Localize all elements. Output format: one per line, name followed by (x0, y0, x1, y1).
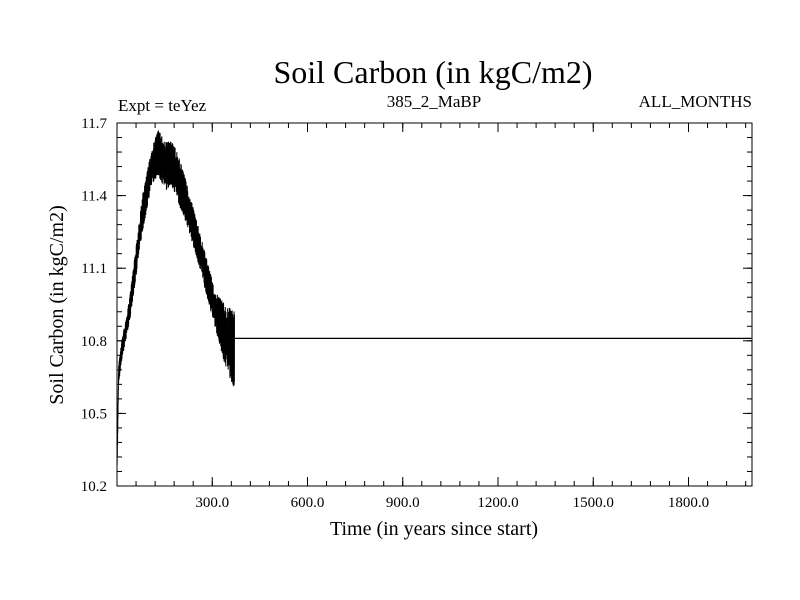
y-tick-label: 11.4 (81, 189, 107, 205)
data-series (116, 130, 752, 466)
x-tick-label: 900.0 (386, 495, 420, 511)
x-tick-label: 1200.0 (477, 495, 518, 511)
plot-frame (116, 122, 753, 487)
y-tick-label: 10.5 (81, 406, 107, 422)
series-line-oscillating (116, 130, 235, 466)
y-axis-label: Soil Carbon (in kgC/m2) (46, 205, 68, 404)
chart-title: Soil Carbon (in kgC/m2) (273, 54, 592, 90)
x-tick-labels: 300.0 600.0 900.0 1200.0 1500.0 1800.0 (195, 495, 709, 511)
x-tick-label: 600.0 (291, 495, 325, 511)
x-axis-label: Time (in years since start) (330, 518, 538, 540)
y-tick-labels: 10.2 10.5 10.8 11.1 11.4 11.7 (81, 116, 108, 495)
axis-ticks (116, 122, 752, 487)
subtitle-center: 385_2_MaBP (387, 92, 481, 111)
y-tick-label: 10.8 (81, 334, 107, 350)
x-tick-label: 1800.0 (668, 495, 709, 511)
y-tick-label: 11.1 (81, 261, 107, 277)
y-tick-label: 10.2 (81, 479, 107, 495)
subtitle-right: ALL_MONTHS (639, 92, 752, 111)
x-tick-label: 300.0 (195, 495, 229, 511)
y-tick-label: 11.7 (81, 116, 107, 132)
x-tick-label: 1500.0 (573, 495, 614, 511)
experiment-label: Expt = teYez (118, 96, 207, 115)
